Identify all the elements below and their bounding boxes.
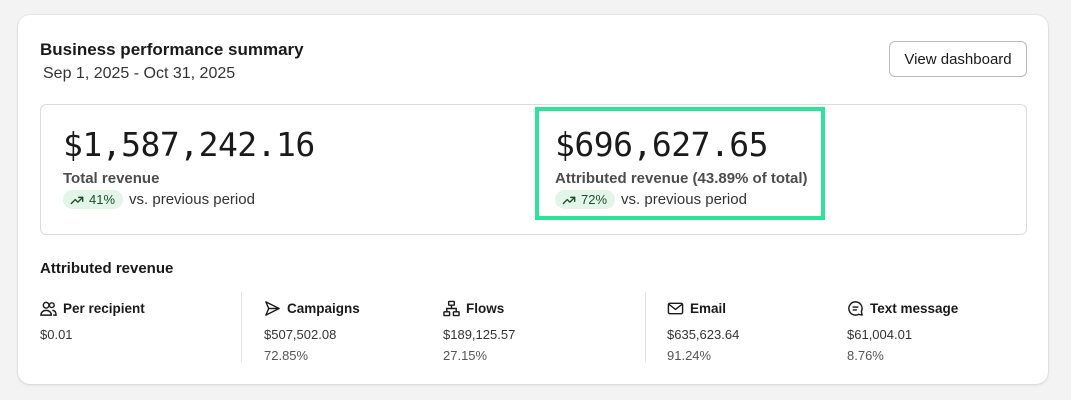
page-title: Business performance summary: [40, 40, 304, 59]
stat-share: 8.76%: [847, 348, 884, 363]
divider: [241, 292, 242, 362]
users-icon: [40, 301, 57, 316]
stat-value: $189,125.57: [443, 327, 516, 342]
stat-share: 91.24%: [667, 348, 712, 363]
view-dashboard-button[interactable]: View dashboard: [889, 41, 1027, 77]
stat-label: Per recipient: [63, 301, 145, 316]
stat-label: Text message: [870, 301, 959, 316]
stat-share: 72.85%: [264, 348, 309, 363]
stat-value: $635,623.64: [667, 327, 740, 342]
change-suffix: vs. previous period: [621, 191, 747, 208]
stat-per-recipient: Per recipient $0.01: [40, 300, 145, 342]
change-percent: 41%: [89, 192, 116, 207]
revenue-metrics-panel: $1,587,242.16 Total revenue 41% vs. prev…: [40, 104, 1027, 235]
total-revenue-change: 41% vs. previous period: [63, 190, 315, 209]
flow-icon: [443, 300, 460, 317]
trend-up-icon: [70, 196, 84, 204]
stat-flows: Flows $189,125.57 27.15%: [443, 300, 515, 363]
stat-share: 27.15%: [443, 348, 488, 363]
send-icon: [265, 301, 280, 316]
divider: [645, 292, 646, 362]
stat-value: $0.01: [40, 327, 73, 342]
stat-label: Email: [690, 301, 727, 316]
stat-label: Campaigns: [287, 301, 360, 316]
attributed-revenue-amount: $696,627.65: [555, 125, 769, 164]
attributed-revenue-change: 72% vs. previous period: [555, 190, 821, 209]
total-revenue-amount: $1,587,242.16: [63, 125, 315, 164]
message-icon: [848, 301, 863, 316]
change-percent: 72%: [581, 192, 608, 207]
stat-value: $61,004.01: [847, 327, 913, 342]
change-badge: 41%: [63, 190, 124, 209]
total-revenue-metric: $1,587,242.16 Total revenue 41% vs. prev…: [63, 125, 315, 209]
attributed-revenue-metric: $696,627.65 Attributed revenue (43.89% o…: [535, 107, 825, 220]
change-badge: 72%: [555, 190, 616, 209]
trend-up-icon: [562, 196, 576, 204]
stat-text-message: Text message $61,004.01 8.76%: [847, 300, 958, 363]
stat-campaigns: Campaigns $507,502.08 72.85%: [264, 300, 360, 363]
performance-summary-card: Business performance summary Sep 1, 2025…: [18, 15, 1048, 384]
stat-label: Flows: [466, 301, 505, 316]
stat-email: Email $635,623.64 91.24%: [667, 300, 739, 363]
total-revenue-label: Total revenue: [63, 170, 160, 187]
mail-icon: [667, 302, 684, 315]
attributed-revenue-label: Attributed revenue (43.89% of total): [555, 170, 808, 187]
stat-value: $507,502.08: [264, 327, 337, 342]
attributed-revenue-section-title: Attributed revenue: [40, 260, 174, 277]
change-suffix: vs. previous period: [129, 191, 255, 208]
date-range: Sep 1, 2025 - Oct 31, 2025: [43, 65, 236, 82]
